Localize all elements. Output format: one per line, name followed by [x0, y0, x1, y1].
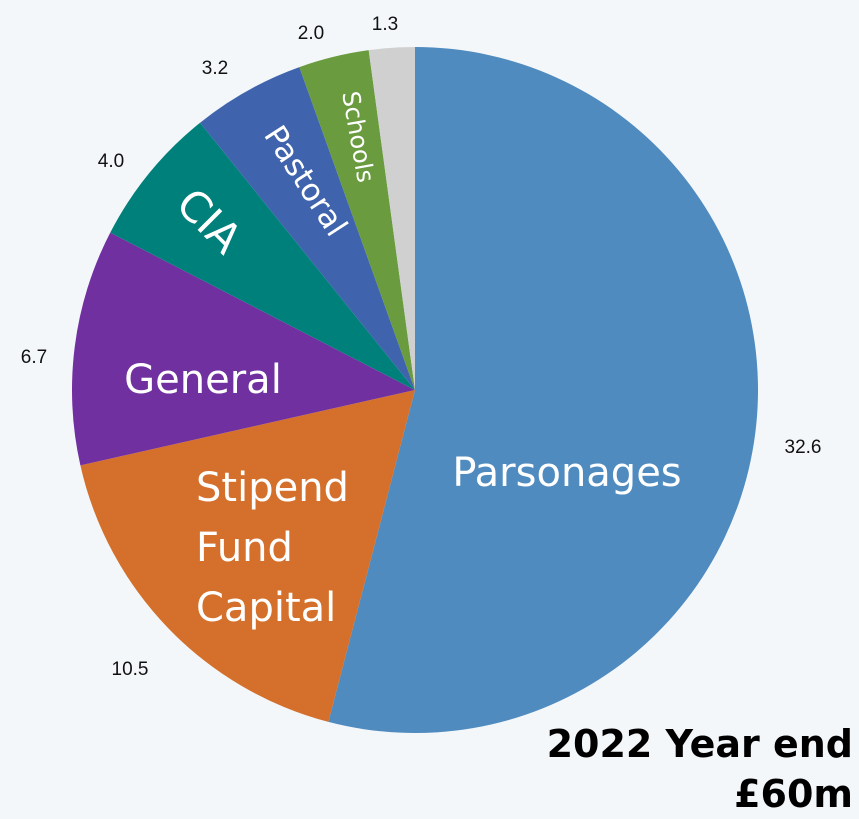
value-label-general: 6.7 — [21, 347, 47, 368]
pie-slice-schools — [299, 50, 415, 390]
pie-slice-parsonages — [328, 47, 759, 734]
value-label-pastoral: 3.2 — [202, 58, 228, 79]
pie-slice-other-6 — [368, 47, 415, 390]
slice-label-parsonages: Parsonages — [452, 450, 681, 496]
slice-label-stipend-fund-capital: Stipend Fund Capital — [196, 465, 349, 631]
chart-subtitle: £60m — [734, 772, 853, 816]
value-label-other-6: 1.3 — [372, 14, 398, 35]
pie-slice-stipend-fund-capital — [80, 390, 416, 722]
chart-title: 2022 Year end — [546, 722, 853, 766]
pie-slice-cia — [110, 122, 416, 391]
slice-label-general: General — [124, 357, 282, 403]
value-label-parsonages: 32.6 — [785, 437, 822, 458]
value-label-schools: 2.0 — [298, 23, 324, 44]
value-label-cia: 4.0 — [98, 151, 124, 172]
pie-slice-general — [71, 232, 415, 466]
value-label-stipend-fund-capital: 10.5 — [112, 659, 149, 680]
pie-slice-pastoral — [200, 67, 415, 390]
